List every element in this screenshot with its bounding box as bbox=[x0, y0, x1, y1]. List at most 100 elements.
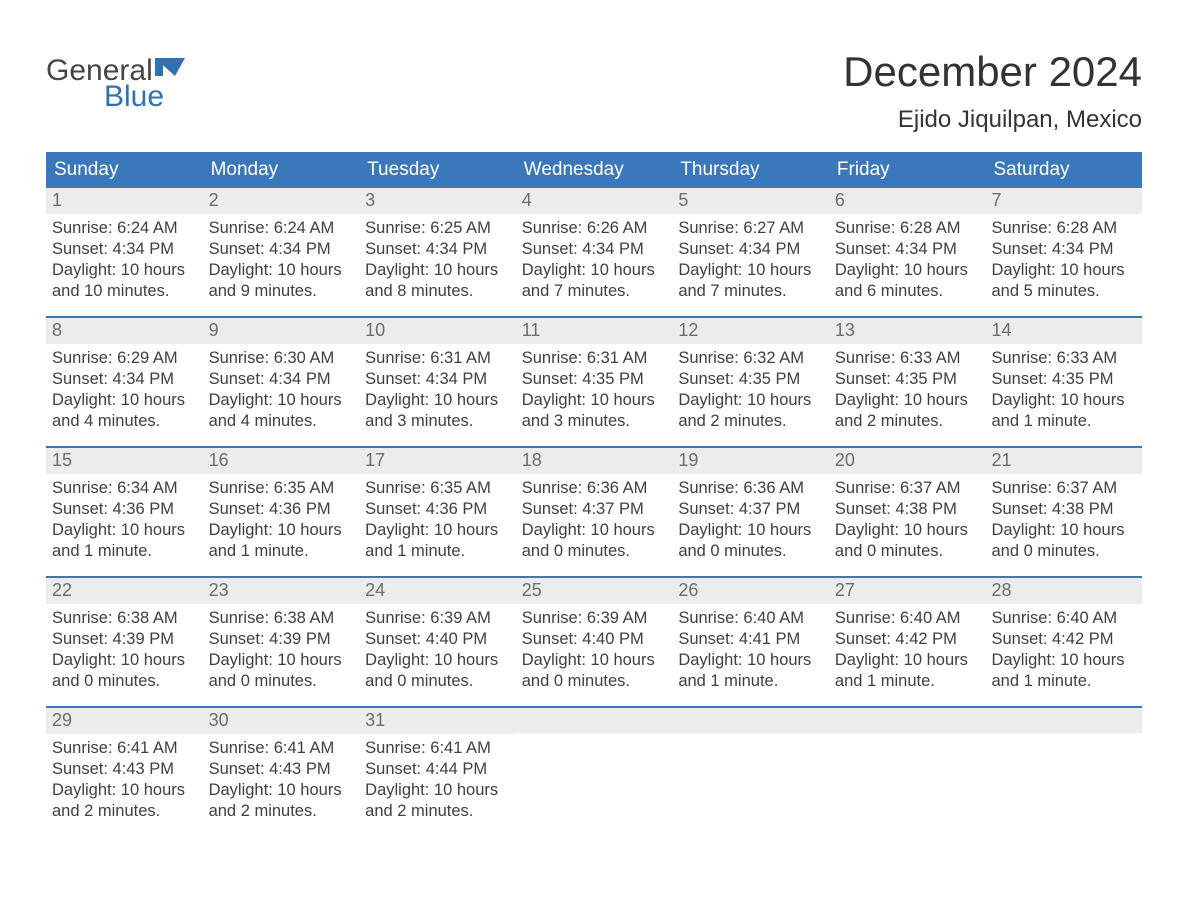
day-body: Sunrise: 6:35 AMSunset: 4:36 PMDaylight:… bbox=[359, 474, 516, 570]
day-number: 9 bbox=[203, 318, 360, 344]
calendar-day: 26Sunrise: 6:40 AMSunset: 4:41 PMDayligh… bbox=[672, 578, 829, 706]
daylight-line2: and 0 minutes. bbox=[991, 541, 1136, 562]
day-number: 11 bbox=[516, 318, 673, 344]
header-area: General Blue December 2024 Ejido Jiquilp… bbox=[46, 48, 1142, 134]
day-number: 7 bbox=[985, 188, 1142, 214]
calendar-day: 29Sunrise: 6:41 AMSunset: 4:43 PMDayligh… bbox=[46, 708, 203, 836]
daylight-line1: Daylight: 10 hours bbox=[365, 390, 510, 411]
calendar-day: 8Sunrise: 6:29 AMSunset: 4:34 PMDaylight… bbox=[46, 318, 203, 446]
sunrise-text: Sunrise: 6:39 AM bbox=[522, 608, 667, 629]
sunset-text: Sunset: 4:35 PM bbox=[835, 369, 980, 390]
daylight-line1: Daylight: 10 hours bbox=[209, 650, 354, 671]
calendar-day: 5Sunrise: 6:27 AMSunset: 4:34 PMDaylight… bbox=[672, 188, 829, 316]
brand-logo: General Blue bbox=[46, 48, 185, 112]
daylight-line2: and 3 minutes. bbox=[365, 411, 510, 432]
day-body: Sunrise: 6:24 AMSunset: 4:34 PMDaylight:… bbox=[203, 214, 360, 310]
sunrise-text: Sunrise: 6:33 AM bbox=[835, 348, 980, 369]
calendar-day: 30Sunrise: 6:41 AMSunset: 4:43 PMDayligh… bbox=[203, 708, 360, 836]
daylight-line1: Daylight: 10 hours bbox=[209, 780, 354, 801]
calendar-day: 12Sunrise: 6:32 AMSunset: 4:35 PMDayligh… bbox=[672, 318, 829, 446]
day-number: 25 bbox=[516, 578, 673, 604]
day-number: 29 bbox=[46, 708, 203, 734]
calendar-day: 21Sunrise: 6:37 AMSunset: 4:38 PMDayligh… bbox=[985, 448, 1142, 576]
weekday-header: Sunday bbox=[46, 152, 203, 188]
day-number: 26 bbox=[672, 578, 829, 604]
calendar-day: 16Sunrise: 6:35 AMSunset: 4:36 PMDayligh… bbox=[203, 448, 360, 576]
calendar-day bbox=[516, 708, 673, 836]
daylight-line1: Daylight: 10 hours bbox=[365, 650, 510, 671]
daylight-line2: and 1 minute. bbox=[991, 411, 1136, 432]
weekday-header: Friday bbox=[829, 152, 986, 188]
sunrise-text: Sunrise: 6:24 AM bbox=[52, 218, 197, 239]
calendar-day: 27Sunrise: 6:40 AMSunset: 4:42 PMDayligh… bbox=[829, 578, 986, 706]
daylight-line2: and 0 minutes. bbox=[678, 541, 823, 562]
sunrise-text: Sunrise: 6:38 AM bbox=[209, 608, 354, 629]
sunrise-text: Sunrise: 6:26 AM bbox=[522, 218, 667, 239]
day-body: Sunrise: 6:40 AMSunset: 4:41 PMDaylight:… bbox=[672, 604, 829, 700]
sunrise-text: Sunrise: 6:28 AM bbox=[835, 218, 980, 239]
sunset-text: Sunset: 4:37 PM bbox=[678, 499, 823, 520]
daylight-line1: Daylight: 10 hours bbox=[522, 390, 667, 411]
sunset-text: Sunset: 4:34 PM bbox=[52, 369, 197, 390]
day-body: Sunrise: 6:29 AMSunset: 4:34 PMDaylight:… bbox=[46, 344, 203, 440]
daylight-line1: Daylight: 10 hours bbox=[678, 520, 823, 541]
calendar-day: 14Sunrise: 6:33 AMSunset: 4:35 PMDayligh… bbox=[985, 318, 1142, 446]
daylight-line1: Daylight: 10 hours bbox=[991, 390, 1136, 411]
day-number: 3 bbox=[359, 188, 516, 214]
day-number: 12 bbox=[672, 318, 829, 344]
daylight-line2: and 4 minutes. bbox=[52, 411, 197, 432]
sunset-text: Sunset: 4:35 PM bbox=[678, 369, 823, 390]
calendar-day: 10Sunrise: 6:31 AMSunset: 4:34 PMDayligh… bbox=[359, 318, 516, 446]
calendar-day: 28Sunrise: 6:40 AMSunset: 4:42 PMDayligh… bbox=[985, 578, 1142, 706]
sunset-text: Sunset: 4:34 PM bbox=[209, 239, 354, 260]
sunset-text: Sunset: 4:35 PM bbox=[522, 369, 667, 390]
day-body: Sunrise: 6:38 AMSunset: 4:39 PMDaylight:… bbox=[203, 604, 360, 700]
weekday-header: Saturday bbox=[985, 152, 1142, 188]
calendar-day: 13Sunrise: 6:33 AMSunset: 4:35 PMDayligh… bbox=[829, 318, 986, 446]
calendar-week: 29Sunrise: 6:41 AMSunset: 4:43 PMDayligh… bbox=[46, 706, 1142, 836]
location-label: Ejido Jiquilpan, Mexico bbox=[843, 106, 1142, 134]
calendar-day: 9Sunrise: 6:30 AMSunset: 4:34 PMDaylight… bbox=[203, 318, 360, 446]
day-body: Sunrise: 6:31 AMSunset: 4:34 PMDaylight:… bbox=[359, 344, 516, 440]
day-number: 1 bbox=[46, 188, 203, 214]
day-number: 27 bbox=[829, 578, 986, 604]
sunrise-text: Sunrise: 6:38 AM bbox=[52, 608, 197, 629]
daylight-line2: and 2 minutes. bbox=[209, 801, 354, 822]
sunset-text: Sunset: 4:36 PM bbox=[365, 499, 510, 520]
day-body: Sunrise: 6:34 AMSunset: 4:36 PMDaylight:… bbox=[46, 474, 203, 570]
sunrise-text: Sunrise: 6:32 AM bbox=[678, 348, 823, 369]
day-body: Sunrise: 6:27 AMSunset: 4:34 PMDaylight:… bbox=[672, 214, 829, 310]
day-body: Sunrise: 6:24 AMSunset: 4:34 PMDaylight:… bbox=[46, 214, 203, 310]
day-number: 14 bbox=[985, 318, 1142, 344]
weekday-header: Tuesday bbox=[359, 152, 516, 188]
sunrise-text: Sunrise: 6:25 AM bbox=[365, 218, 510, 239]
daylight-line1: Daylight: 10 hours bbox=[365, 260, 510, 281]
day-number: 24 bbox=[359, 578, 516, 604]
day-body: Sunrise: 6:41 AMSunset: 4:43 PMDaylight:… bbox=[203, 734, 360, 830]
calendar-day: 2Sunrise: 6:24 AMSunset: 4:34 PMDaylight… bbox=[203, 188, 360, 316]
daylight-line2: and 1 minute. bbox=[678, 671, 823, 692]
calendar-day bbox=[985, 708, 1142, 836]
calendar-day: 20Sunrise: 6:37 AMSunset: 4:38 PMDayligh… bbox=[829, 448, 986, 576]
daylight-line1: Daylight: 10 hours bbox=[835, 390, 980, 411]
daylight-line1: Daylight: 10 hours bbox=[835, 650, 980, 671]
sunset-text: Sunset: 4:34 PM bbox=[522, 239, 667, 260]
sunset-text: Sunset: 4:36 PM bbox=[209, 499, 354, 520]
daylight-line1: Daylight: 10 hours bbox=[52, 260, 197, 281]
day-body: Sunrise: 6:40 AMSunset: 4:42 PMDaylight:… bbox=[985, 604, 1142, 700]
sunset-text: Sunset: 4:44 PM bbox=[365, 759, 510, 780]
daylight-line2: and 7 minutes. bbox=[522, 281, 667, 302]
sunrise-text: Sunrise: 6:35 AM bbox=[365, 478, 510, 499]
weekday-header: Monday bbox=[203, 152, 360, 188]
daylight-line1: Daylight: 10 hours bbox=[991, 650, 1136, 671]
daylight-line2: and 7 minutes. bbox=[678, 281, 823, 302]
day-number: 28 bbox=[985, 578, 1142, 604]
calendar-week: 22Sunrise: 6:38 AMSunset: 4:39 PMDayligh… bbox=[46, 576, 1142, 706]
title-block: December 2024 Ejido Jiquilpan, Mexico bbox=[843, 48, 1142, 134]
daylight-line2: and 0 minutes. bbox=[835, 541, 980, 562]
daylight-line1: Daylight: 10 hours bbox=[835, 520, 980, 541]
sunset-text: Sunset: 4:34 PM bbox=[365, 369, 510, 390]
sunrise-text: Sunrise: 6:31 AM bbox=[365, 348, 510, 369]
calendar-day: 18Sunrise: 6:36 AMSunset: 4:37 PMDayligh… bbox=[516, 448, 673, 576]
daylight-line2: and 1 minute. bbox=[52, 541, 197, 562]
